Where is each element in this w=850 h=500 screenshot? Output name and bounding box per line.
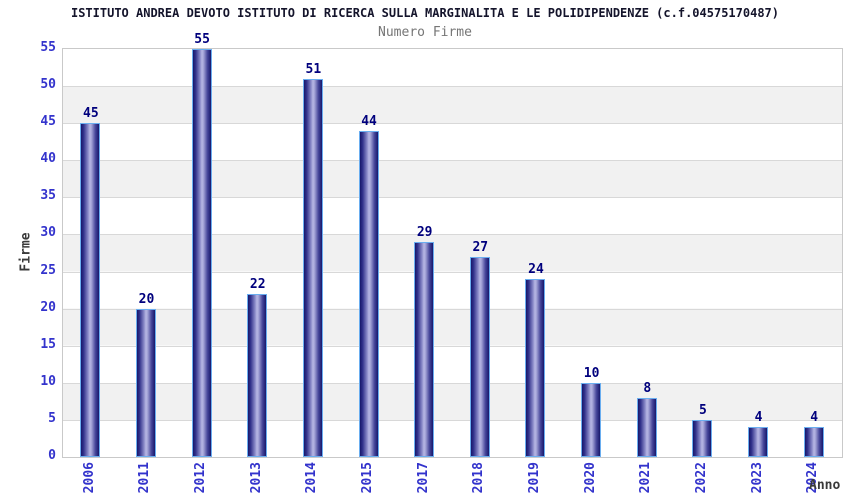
gridline [63, 123, 842, 125]
x-tick-label: 2022 [693, 462, 709, 494]
x-tick-label: 2023 [749, 462, 765, 494]
gridline [63, 271, 842, 273]
gridline [63, 234, 842, 236]
plot-area: 45 20 55 22 51 44 29 27 24 10 8 5 4 4 [62, 32, 843, 458]
bar-2015 [358, 130, 379, 457]
bar-value-label: 8 [643, 380, 652, 396]
bar-value-label: 4 [754, 410, 763, 426]
x-axis-title: Anno [809, 478, 841, 493]
y-tick-label: 55 [40, 40, 56, 55]
bar-2020 [581, 382, 602, 457]
y-tick-label: 25 [40, 262, 56, 278]
chart-title: ISTITUTO ANDREA DEVOTO ISTITUTO DI RICER… [70, 6, 779, 20]
x-tick-label: 2021 [638, 462, 654, 494]
bar-value-label: 10 [583, 365, 600, 381]
bar-value-label: 22 [249, 276, 266, 292]
bar-2011 [135, 308, 156, 457]
x-tick-label: 2012 [193, 462, 209, 494]
bar-2024 [803, 427, 824, 457]
bar-value-label: 24 [528, 261, 544, 277]
y-tick-label: 5 [48, 410, 56, 426]
bar-2006 [80, 123, 101, 457]
y-tick-label: 50 [40, 77, 56, 93]
x-tick-label: 2015 [360, 462, 376, 494]
y-tick-label: 45 [40, 114, 56, 130]
gridline [63, 382, 842, 384]
y-tick-label: 0 [48, 448, 56, 463]
x-tick-label: 2019 [526, 462, 542, 494]
bar-value-label: 55 [194, 32, 210, 47]
bar-2019 [525, 278, 546, 457]
chart-subtitle: Numero Firme [378, 25, 472, 40]
y-tick-label: 30 [40, 225, 56, 241]
bar-2012 [191, 49, 212, 457]
x-tick-label: 2018 [471, 462, 487, 494]
y-tick-label: 40 [40, 151, 56, 167]
bar-2013 [247, 293, 268, 457]
x-tick-label: 2006 [81, 462, 97, 494]
gridline [63, 197, 842, 199]
bar-value-label: 29 [416, 224, 433, 240]
gridline [63, 345, 842, 347]
y-axis-title: Firme [18, 232, 34, 272]
bar-value-label: 20 [138, 291, 155, 307]
bar-value-label: 4 [810, 410, 819, 426]
bar-value-label: 5 [698, 402, 707, 418]
bar-2014 [302, 78, 323, 457]
gridline [63, 419, 842, 421]
bar-value-label: 27 [472, 239, 489, 255]
x-tick-label: 2014 [304, 462, 320, 494]
bar-2022 [692, 419, 713, 457]
y-tick-label: 10 [40, 373, 56, 389]
gridline [63, 308, 842, 310]
bar-2021 [636, 397, 657, 457]
bar-2017 [414, 241, 435, 457]
gridline [63, 86, 842, 88]
y-tick-label: 20 [40, 299, 56, 315]
bar-value-label: 44 [361, 113, 377, 129]
bar-2018 [469, 256, 490, 457]
x-tick-label: 2017 [415, 462, 431, 494]
y-tick-label: 35 [40, 188, 56, 204]
bar-2023 [748, 427, 769, 457]
bar-value-label: 51 [305, 61, 322, 77]
bar-value-label: 45 [83, 106, 99, 122]
x-tick-label: 2013 [248, 462, 264, 494]
x-tick-label: 2020 [582, 462, 598, 494]
gridline [63, 160, 842, 162]
x-tick-label: 2011 [137, 462, 153, 494]
y-tick-label: 15 [40, 336, 56, 352]
